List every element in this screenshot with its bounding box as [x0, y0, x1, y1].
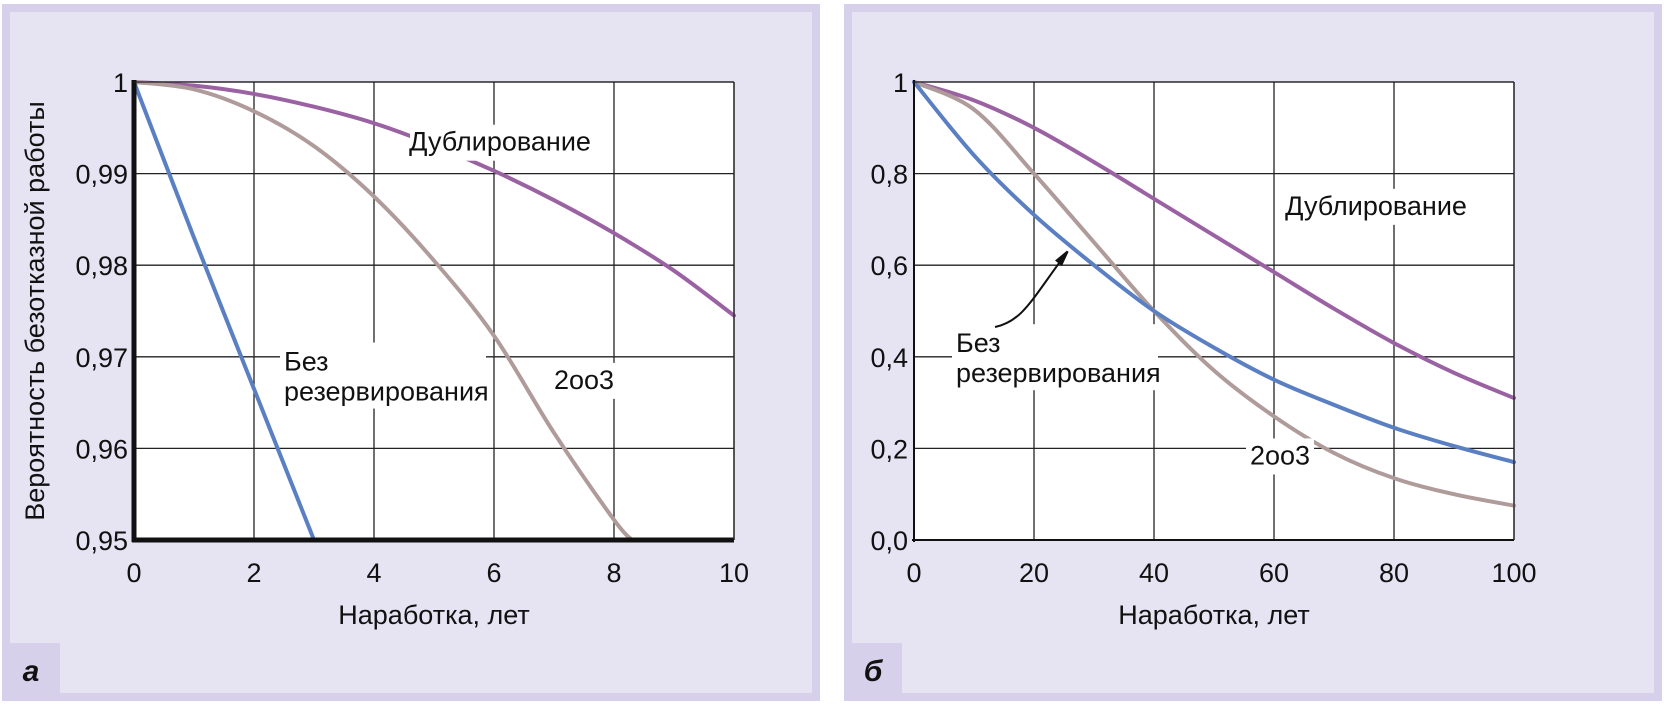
annotation-background	[550, 362, 618, 399]
y-axis-label: Вероятность безотказной работы	[20, 101, 50, 521]
annotation-label: Дублирование	[1285, 191, 1467, 221]
y-tick-label: 0,99	[75, 160, 128, 190]
annotation-background	[410, 124, 590, 161]
series-line-2	[912, 80, 1516, 508]
annotation-background	[280, 342, 486, 409]
x-tick-label: 80	[1379, 558, 1409, 588]
panel-label-a: а	[2, 643, 60, 701]
y-tick-label: 0,8	[870, 160, 908, 190]
series-line-2	[132, 80, 634, 542]
x-tick-label: 4	[366, 558, 381, 588]
y-tick-label: 1	[113, 68, 128, 98]
annotation-label: резервирования	[956, 358, 1161, 388]
annotation-background	[1246, 438, 1314, 475]
y-tick-label: 0,95	[75, 526, 128, 556]
annotation-label: резервирования	[284, 377, 489, 407]
annotation-background	[952, 324, 1158, 391]
plot-area	[914, 82, 1514, 540]
annotation-label: 2oo3	[554, 365, 614, 395]
x-tick-label: 10	[719, 558, 749, 588]
series-line-3	[132, 80, 316, 542]
chart-panel-a: 0 2 4 6 8 10 0,95 0,96 0,97 0,98 0,99 1 Наработка, л…	[2, 4, 820, 701]
y-tick-label: 0,98	[75, 251, 128, 281]
y-tick-label: 0,0	[870, 526, 908, 556]
annotation-arrow	[994, 250, 1069, 329]
y-tick-label: 0,97	[75, 343, 128, 373]
x-tick-label: 40	[1139, 558, 1169, 588]
x-tick-label: 8	[606, 558, 621, 588]
annotation-background	[1286, 188, 1466, 225]
chart-panel-b: 0 20 40 60 80 100 0,0 0,2 0,4 0,6 0,8 1 Наработка, л…	[844, 4, 1662, 701]
x-tick-label: 6	[486, 558, 501, 588]
annotation-arrow-head	[1055, 250, 1069, 267]
x-axis-label: Наработка, лет	[1118, 600, 1309, 630]
annotation-label: Дублирование	[409, 127, 591, 157]
chart-a: 0 2 4 6 8 10 0,95 0,96 0,97 0,98 0,99 1 Наработка, л…	[20, 68, 749, 630]
x-tick-label: 2	[246, 558, 261, 588]
y-tick-label: 0,96	[75, 434, 128, 464]
panel-label-b: б	[844, 643, 902, 701]
annotation-label: Без	[284, 347, 329, 377]
x-axis-label: Наработка, лет	[338, 600, 529, 630]
chart-b: 0 20 40 60 80 100 0,0 0,2 0,4 0,6 0,8 1 Наработка, л…	[870, 68, 1536, 630]
x-tick-label: 60	[1259, 558, 1289, 588]
annotation-label: 2oo3	[1250, 440, 1310, 470]
annotation-label: Без	[956, 328, 1001, 358]
x-tick-label: 0	[906, 558, 921, 588]
x-tick-label: 0	[126, 558, 141, 588]
y-tick-label: 0,2	[870, 434, 908, 464]
x-tick-label: 100	[1491, 558, 1536, 588]
series-line-3	[912, 80, 1516, 465]
y-tick-label: 1	[893, 68, 908, 98]
y-tick-label: 0,6	[870, 251, 908, 281]
y-tick-label: 0,4	[870, 343, 908, 373]
series-line-1	[912, 80, 1516, 401]
x-tick-label: 20	[1019, 558, 1049, 588]
